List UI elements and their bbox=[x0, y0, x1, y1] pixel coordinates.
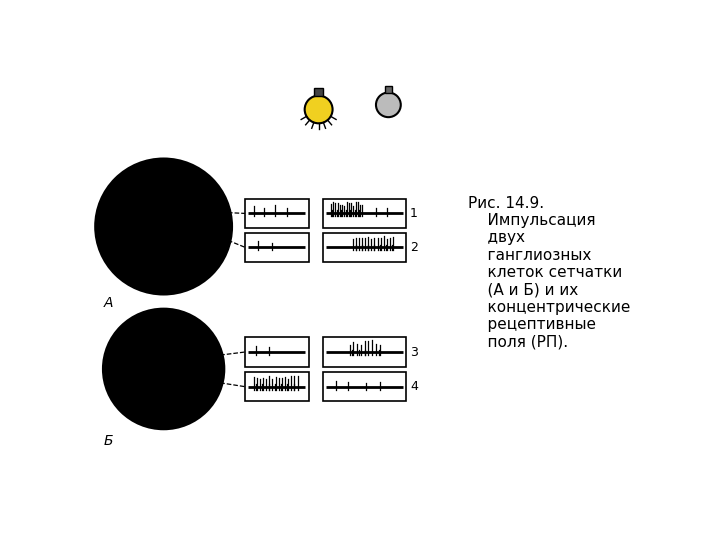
Circle shape bbox=[376, 92, 401, 117]
Bar bbox=[245, 233, 309, 262]
Text: РП⁻: РП⁻ bbox=[154, 225, 173, 235]
Bar bbox=[245, 199, 309, 228]
Text: 3: 3 bbox=[410, 346, 418, 359]
Circle shape bbox=[144, 350, 183, 388]
Text: А: А bbox=[104, 296, 114, 310]
Bar bbox=[245, 372, 309, 401]
Text: 1: 1 bbox=[410, 207, 418, 220]
Text: 2: 2 bbox=[410, 241, 418, 254]
Bar bbox=[323, 372, 406, 401]
Circle shape bbox=[305, 96, 333, 123]
Text: 4: 4 bbox=[410, 380, 418, 393]
Text: РП: РП bbox=[157, 364, 171, 374]
Bar bbox=[384, 85, 392, 92]
Bar bbox=[323, 233, 406, 262]
Bar bbox=[245, 338, 309, 367]
Circle shape bbox=[96, 159, 232, 294]
Text: Рис. 14.9.
    Импульсация
    двух
    ганглиозных
    клеток сетчатки
    (А и: Рис. 14.9. Импульсация двух ганглиозных … bbox=[468, 195, 631, 350]
Text: Б: Б bbox=[104, 434, 114, 448]
Bar bbox=[314, 88, 323, 96]
Bar bbox=[323, 199, 406, 228]
Circle shape bbox=[143, 210, 184, 251]
Bar bbox=[323, 338, 406, 367]
Circle shape bbox=[103, 309, 224, 429]
